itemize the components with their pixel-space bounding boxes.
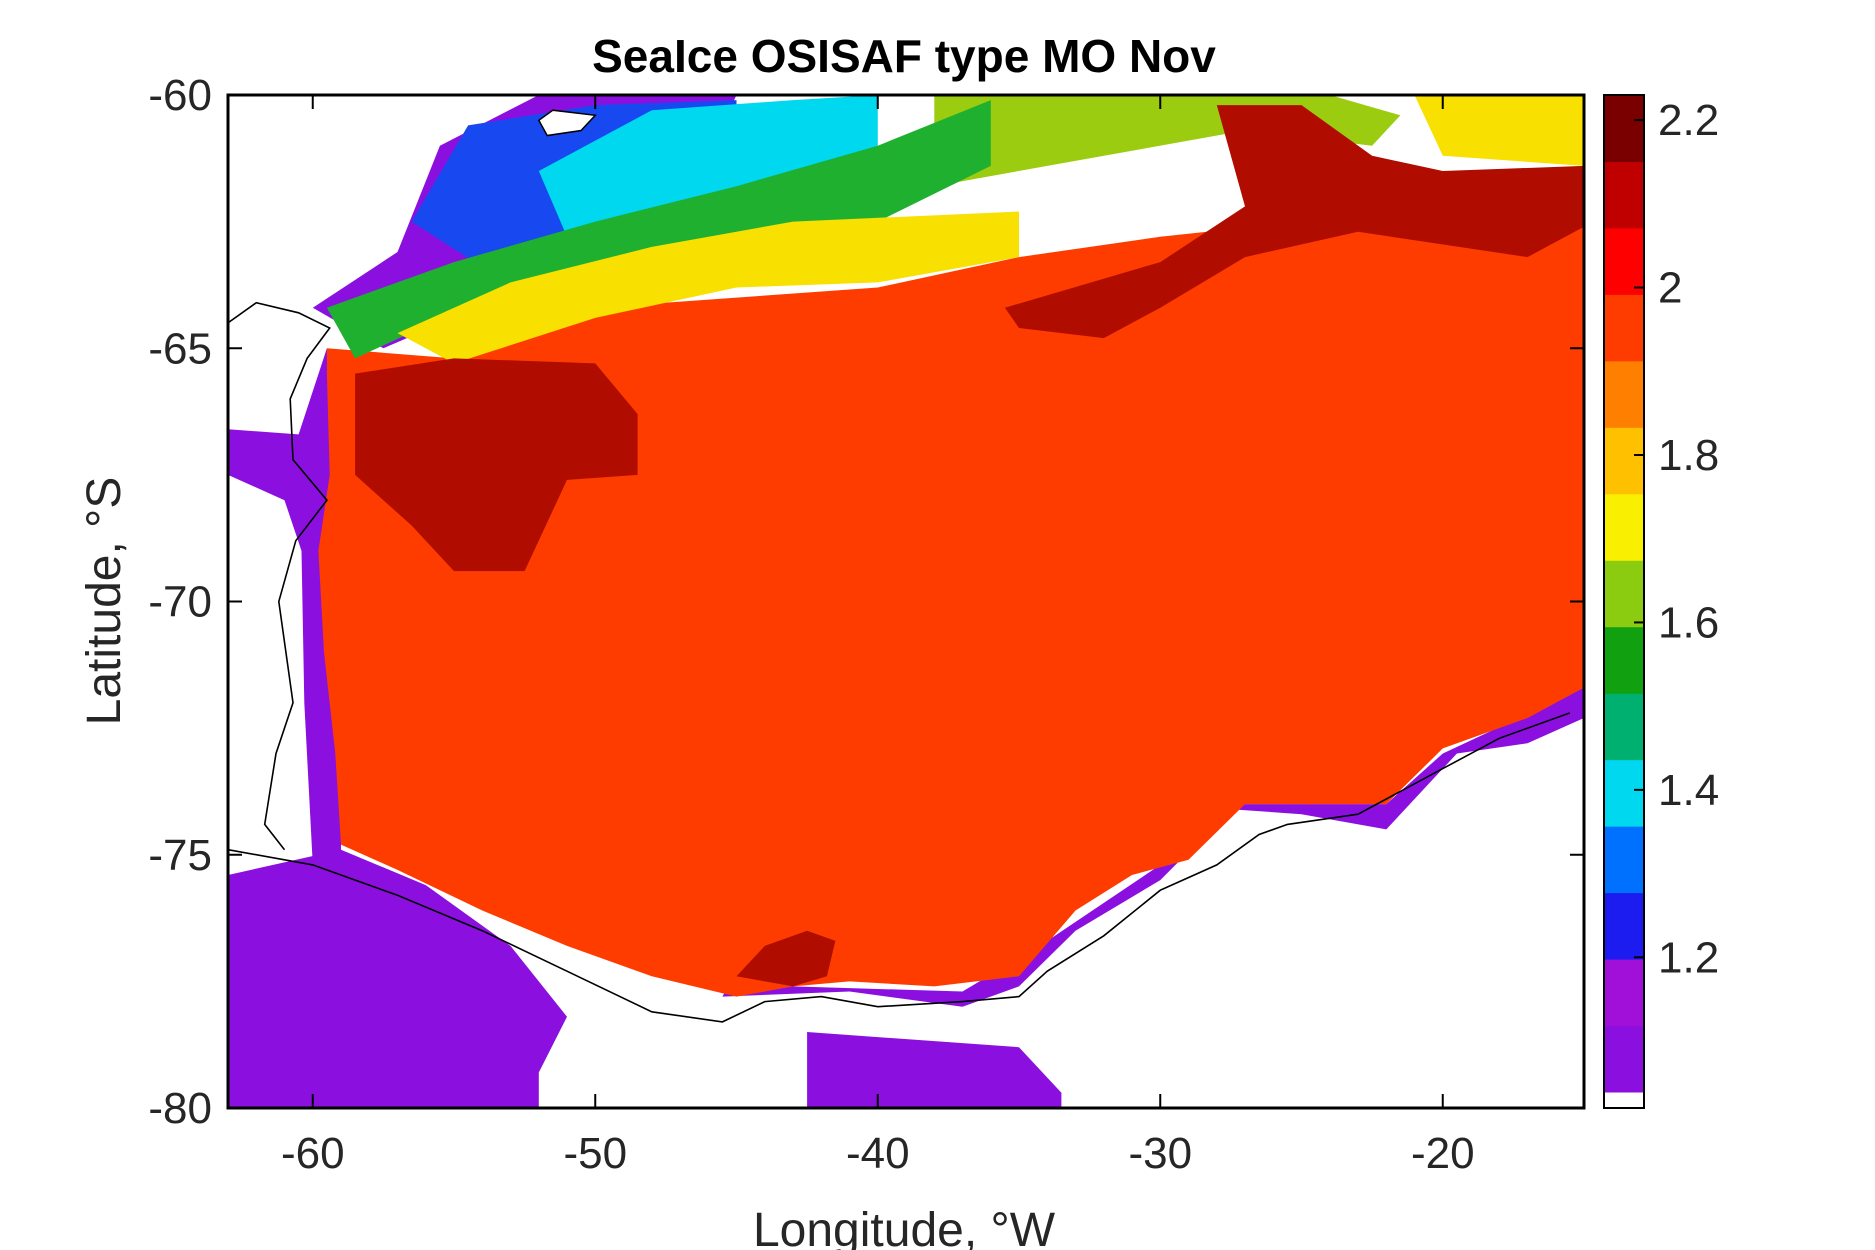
y-axis: -60 -65 -70 -75 -80: [148, 71, 1584, 1133]
colorbar: 1.2 1.4 1.6 1.8 2 2.2: [1603, 94, 1719, 1109]
region-margin-west-strip: [228, 348, 356, 865]
x-axis: -60 -50 -40 -30 -20: [281, 95, 1475, 1178]
region-main-ice: [318, 186, 1584, 997]
colorbar-segment: [1604, 95, 1644, 162]
colorbar-segment: [1604, 227, 1644, 295]
y-tick-label: -75: [148, 831, 212, 880]
y-tick-label: -65: [148, 324, 212, 373]
colorbar-tick-label: 2.2: [1658, 96, 1719, 145]
chart-title: SeaIce OSISAF type MO Nov: [592, 30, 1216, 82]
colorbar-segment: [1604, 693, 1644, 761]
colorbar-segment: [1604, 759, 1644, 827]
x-tick-label: -60: [281, 1129, 345, 1178]
colorbar-segment: [1604, 626, 1644, 694]
colorbar-segment: [1604, 1092, 1644, 1108]
region-thick-north: [1004, 105, 1584, 339]
colorbar-frame: [1603, 94, 1645, 1109]
region-thick-west: [355, 358, 638, 572]
region-cyan-band: [538, 95, 878, 237]
region-yellow-ne: [1414, 95, 1584, 166]
region-margin-bottom-center: [807, 1032, 1062, 1108]
colorbar-segment: [1604, 959, 1644, 1027]
x-tick-label: -30: [1128, 1129, 1192, 1178]
y-axis-label: Latitude, °S: [78, 477, 131, 726]
colorbar-segment: [1604, 294, 1644, 362]
colorbar-tick-label: 2: [1658, 264, 1682, 313]
region-thick-south: [736, 930, 836, 987]
region-margin-south-west: [228, 849, 567, 1108]
coast-peninsula: [228, 301, 331, 851]
open-water-patch: [537, 109, 597, 137]
colorbar-tick-label: 1.6: [1658, 598, 1719, 647]
colorbar-segment: [1604, 892, 1644, 960]
colorbar-segment: [1604, 493, 1644, 561]
ice-type-field: [228, 95, 1584, 1108]
y-tick-label: -80: [148, 1084, 212, 1133]
colorbar-segment: [1604, 826, 1644, 894]
colorbar-segment: [1604, 427, 1644, 495]
colorbar-segment: [1604, 1025, 1644, 1093]
region-yellow-band: [397, 211, 1019, 364]
x-axis-label: Longitude, °W: [753, 1204, 1056, 1250]
colorbar-segment: [1604, 360, 1644, 428]
x-tick-label: -50: [563, 1129, 627, 1178]
colorbar-segment: [1604, 161, 1644, 229]
x-tick-label: -20: [1411, 1129, 1475, 1178]
x-tick-label: -40: [846, 1129, 910, 1178]
y-tick-label: -60: [148, 71, 212, 120]
colorbar-tick-label: 1.4: [1658, 766, 1719, 815]
colorbar-tick-label: 1.2: [1658, 933, 1719, 982]
colorbar-tick-label: 1.8: [1658, 431, 1719, 480]
colorbar-segment: [1604, 560, 1644, 628]
y-tick-label: -70: [148, 578, 212, 627]
coast-line: [228, 712, 1571, 1023]
